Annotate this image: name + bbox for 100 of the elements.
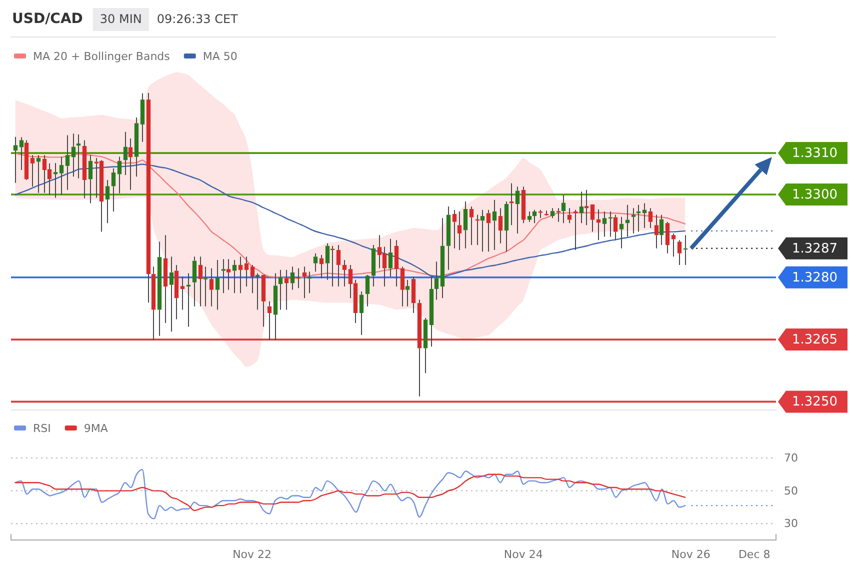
candlestick <box>151 266 156 340</box>
candlestick <box>180 276 185 310</box>
text: 09:26:33 CET <box>156 12 239 26</box>
candlestick <box>336 244 341 287</box>
candlestick <box>273 272 278 340</box>
candlestick <box>111 168 116 212</box>
candlestick <box>278 269 283 310</box>
candlestick <box>434 261 439 300</box>
candlestick <box>192 256 197 307</box>
candlestick <box>504 201 509 252</box>
candlestick <box>480 209 485 252</box>
candlestick <box>590 204 595 232</box>
candlestick <box>619 216 624 249</box>
candlestick <box>59 156 64 196</box>
candlestick <box>654 214 659 249</box>
candlestick <box>527 210 532 222</box>
candlestick <box>550 208 555 219</box>
ref-line-label: 1.3250 <box>792 394 838 410</box>
candlestick <box>117 156 122 194</box>
candlestick <box>469 206 474 246</box>
candlestick <box>198 256 203 307</box>
candlestick <box>457 210 462 251</box>
candlestick <box>302 266 307 299</box>
candlestick <box>244 256 249 287</box>
x-tick-label: Nov 22 <box>232 548 272 561</box>
candlestick <box>82 140 87 199</box>
x-tick-label: Nov 24 <box>504 548 543 561</box>
candlestick <box>203 266 208 307</box>
legend-label: RSI <box>33 422 51 434</box>
candlestick <box>411 276 416 314</box>
candlestick <box>88 154 93 204</box>
candlestick <box>226 258 231 290</box>
candlestick <box>556 208 561 222</box>
legend-label: 9MA <box>84 422 108 434</box>
candlestick <box>30 154 35 188</box>
candlestick <box>400 266 405 307</box>
candlestick <box>417 299 422 397</box>
candlestick <box>648 208 653 229</box>
candlestick <box>290 266 295 290</box>
candlestick <box>579 191 584 224</box>
candlestick <box>71 133 76 178</box>
candlestick <box>659 214 664 246</box>
candlestick <box>232 259 237 294</box>
candlestick <box>174 264 179 320</box>
candlestick <box>215 259 220 310</box>
y-tick-label: 70 <box>784 452 798 465</box>
candlestick <box>567 208 572 224</box>
candlestick <box>140 92 145 142</box>
candlestick <box>163 234 168 324</box>
candlestick <box>105 179 110 224</box>
candlestick <box>405 279 410 307</box>
candlestick <box>13 136 18 184</box>
candlestick <box>394 240 399 287</box>
candlestick <box>371 244 376 287</box>
candlestick <box>521 186 526 224</box>
candlestick <box>388 238 393 278</box>
y-tick-label: 30 <box>784 517 798 530</box>
candlestick <box>284 269 289 310</box>
legend-label: MA 20 + Bollinger Bands <box>33 50 170 62</box>
candlestick <box>325 242 330 280</box>
candlestick <box>134 116 139 178</box>
candlestick <box>492 199 497 251</box>
candlestick <box>359 290 364 336</box>
candlestick <box>238 256 243 294</box>
candlestick <box>446 206 451 270</box>
candlestick <box>267 300 272 340</box>
candlestick <box>76 134 81 179</box>
candlestick <box>261 274 266 328</box>
ref-line-label: 1.3280 <box>792 270 838 285</box>
candlestick <box>24 140 29 180</box>
candlestick <box>486 209 491 252</box>
candlestick <box>342 259 347 287</box>
ref-line-label: 1.3310 <box>792 146 838 161</box>
chart-title: USD/CAD <box>12 11 83 27</box>
chart-subtitle: 30 MIN <box>100 12 142 26</box>
candlestick <box>128 138 133 190</box>
candlestick <box>319 254 324 279</box>
y-tick-label: 50 <box>784 484 798 498</box>
candlestick <box>429 276 434 348</box>
candlestick <box>498 208 503 244</box>
candlestick <box>36 154 41 194</box>
candlestick <box>53 162 58 198</box>
line-series <box>14 474 686 512</box>
legend-label: MA 50 <box>202 50 238 62</box>
line-series <box>14 468 686 520</box>
candlestick <box>602 210 607 238</box>
candlestick <box>561 194 566 224</box>
candlestick <box>515 186 520 234</box>
candlestick <box>440 218 445 299</box>
candlestick <box>463 201 468 249</box>
candlestick <box>65 134 70 190</box>
x-tick-label: Nov 26 <box>671 548 710 561</box>
candlestick <box>169 256 174 332</box>
ref-line-label: 1.3287 <box>792 240 838 256</box>
ref-line-label: 1.3265 <box>792 332 838 348</box>
candlestick <box>613 214 618 241</box>
candlestick <box>313 252 318 272</box>
candlestick <box>146 92 151 304</box>
candlestick <box>631 208 636 234</box>
candlestick <box>584 189 589 226</box>
